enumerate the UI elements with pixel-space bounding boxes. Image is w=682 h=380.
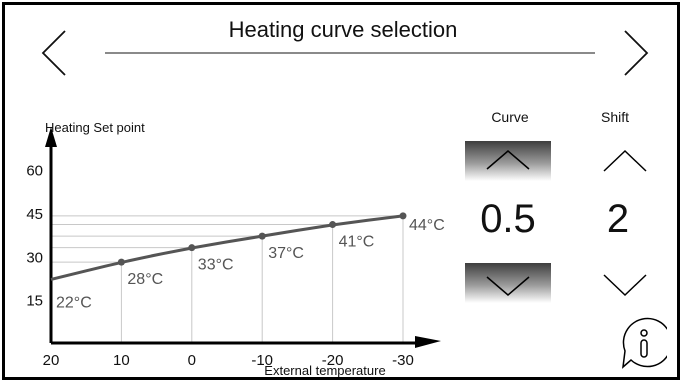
shift-increase-button[interactable] bbox=[600, 141, 650, 181]
x-tick-1: 10 bbox=[113, 352, 130, 369]
chevron-down-icon bbox=[603, 274, 647, 297]
x-tick-0: 20 bbox=[43, 352, 60, 369]
curve-point-0 bbox=[117, 258, 125, 266]
curve-label: Curve bbox=[491, 109, 529, 125]
curve-point-labels: 28°C 33°C 37°C 41°C 44°C bbox=[127, 217, 444, 288]
shift-value: 2 bbox=[606, 197, 630, 241]
shift-label: Shift bbox=[600, 109, 629, 125]
curve-point-label-0: 28°C bbox=[127, 271, 163, 288]
info-button[interactable] bbox=[611, 317, 673, 375]
shift-decrease-button[interactable] bbox=[600, 263, 650, 303]
heating-curve-chart: Heating Set point External temperature 1… bbox=[26, 120, 444, 377]
x-tick-2: 0 bbox=[188, 352, 196, 369]
curve-decrease-button[interactable] bbox=[465, 263, 551, 303]
curve-point-label-1: 33°C bbox=[198, 257, 234, 274]
chevron-up-icon bbox=[603, 149, 647, 172]
chevron-down-icon bbox=[486, 276, 530, 296]
x-tick-3: -10 bbox=[251, 352, 273, 369]
x-tick-labels: 20 10 0 -10 -20 -30 bbox=[43, 352, 414, 369]
chevron-right-icon bbox=[624, 30, 649, 76]
curve-point-4 bbox=[399, 212, 407, 220]
curve-point-3 bbox=[329, 221, 337, 229]
next-page-button[interactable] bbox=[615, 23, 655, 83]
curve-point-label-2: 37°C bbox=[268, 245, 304, 262]
curve-value: 0.5 bbox=[480, 197, 536, 241]
title-divider bbox=[105, 52, 595, 54]
y-tick-labels: 15 30 45 60 bbox=[26, 163, 43, 310]
heating-curve-line bbox=[50, 214, 404, 281]
previous-page-button[interactable] bbox=[35, 23, 75, 83]
y-tick-1: 30 bbox=[26, 249, 43, 266]
curve-point-2 bbox=[258, 232, 266, 240]
curve-point-label-4: 44°C bbox=[409, 217, 445, 234]
x-axis-arrowhead bbox=[415, 336, 441, 348]
y-tick-2: 45 bbox=[26, 206, 43, 223]
y-axis-arrowhead bbox=[45, 127, 57, 147]
y-tick-0: 15 bbox=[26, 293, 43, 310]
curve-points bbox=[117, 212, 407, 266]
chevron-up-icon bbox=[486, 150, 530, 170]
curve-point-label-3: 41°C bbox=[339, 234, 375, 251]
info-bubble-icon bbox=[622, 317, 673, 369]
curve-point-1 bbox=[188, 244, 196, 252]
curve-start-label: 22°C bbox=[56, 294, 92, 311]
y-tick-3: 60 bbox=[26, 163, 43, 180]
horizontal-gridlines bbox=[51, 215, 403, 263]
y-axis-label: Heating Set point bbox=[45, 120, 145, 135]
vertical-gridlines bbox=[120, 215, 404, 343]
chevron-left-icon bbox=[41, 30, 66, 76]
curve-increase-button[interactable] bbox=[465, 141, 551, 181]
x-tick-4: -20 bbox=[322, 352, 344, 369]
x-tick-5: -30 bbox=[392, 352, 414, 369]
page-title: Heating curve selection bbox=[228, 17, 458, 42]
x-axis-label: External temperature bbox=[264, 363, 385, 377]
